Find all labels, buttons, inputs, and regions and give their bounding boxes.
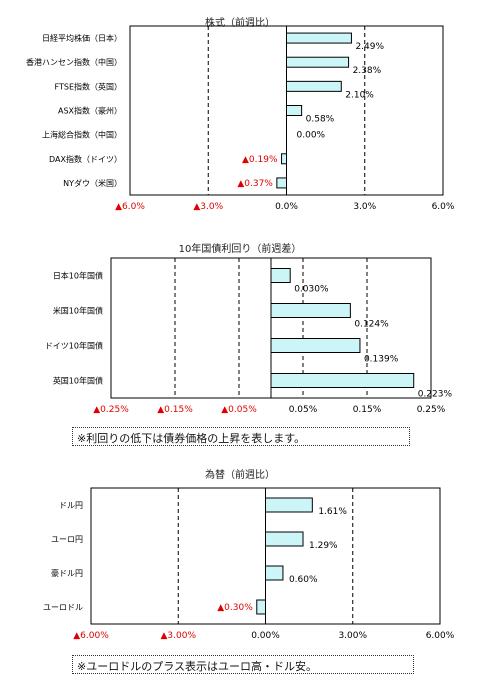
bar bbox=[270, 303, 351, 318]
category-label: 米国10年国債 bbox=[53, 306, 103, 316]
category-label: 香港ハンセン指数（中国） bbox=[26, 57, 122, 67]
bar bbox=[281, 153, 287, 165]
value-label: 2.38% bbox=[353, 66, 382, 76]
value-label: ▲0.19% bbox=[242, 155, 278, 165]
value-label: 2.10% bbox=[345, 90, 374, 100]
bar bbox=[286, 56, 350, 68]
equity-chart: 株式（前週比） ▲6.0% ▲3.0% 0.0% 3.0% 6.0% 日経平均株価（日本）… bbox=[0, 0, 480, 225]
bar bbox=[270, 373, 415, 388]
tick-label: 6.00% bbox=[426, 631, 455, 641]
chart-title: 10年国債利回り（前週差） bbox=[178, 244, 302, 255]
category-label: ドイツ10年国債 bbox=[45, 341, 103, 351]
equity-plot: ▲6.0% ▲3.0% 0.0% 3.0% 6.0% 日経平均株価（日本） 2.49% 香港ハ… bbox=[26, 25, 455, 212]
fx-plot: ▲6.00% ▲3.00% 0.00% 3.00% 6.00% ドル円 1.61% ユーロ円 1… bbox=[43, 487, 455, 641]
bond-yield-plot: ▲0.25% ▲0.15% ▲0.05% 0.05% 0.15% 0.25% 日本10年国債… bbox=[45, 257, 453, 415]
category-label: 日本10年国債 bbox=[53, 271, 103, 281]
tick-label: 0.15% bbox=[353, 405, 382, 415]
value-label: 0.60% bbox=[289, 575, 318, 585]
tick-label: ▲3.00% bbox=[160, 631, 196, 641]
bar bbox=[265, 497, 313, 513]
tick-label: ▲0.15% bbox=[157, 405, 193, 415]
value-label: 0.00% bbox=[297, 131, 326, 141]
value-label: 0.030% bbox=[294, 285, 329, 295]
value-label: 2.49% bbox=[355, 42, 384, 52]
value-label: ▲0.37% bbox=[237, 179, 273, 189]
tick-label: ▲6.00% bbox=[73, 631, 109, 641]
tick-label: 0.25% bbox=[417, 405, 446, 415]
bar bbox=[265, 531, 304, 547]
chart-title: 株式（前週比） bbox=[205, 18, 275, 29]
value-label: 0.223% bbox=[418, 390, 453, 400]
tick-label: ▲3.0% bbox=[193, 202, 223, 212]
bar bbox=[265, 565, 284, 581]
tick-label: ▲0.25% bbox=[93, 405, 129, 415]
fx-note: ※ユーロドルのプラス表示はユーロ高・ドル安。 bbox=[72, 655, 414, 674]
bar bbox=[286, 105, 303, 116]
bond-note: ※利回りの低下は債券価格の上昇を表します。 bbox=[72, 427, 410, 446]
bar bbox=[270, 268, 291, 283]
tick-label: 0.00% bbox=[251, 631, 280, 641]
chart-title: 為替（前週比） bbox=[205, 470, 275, 481]
tick-label: ▲0.05% bbox=[221, 405, 257, 415]
category-label: ASX指数（豪州） bbox=[58, 106, 122, 116]
value-label: 1.29% bbox=[309, 541, 338, 551]
tick-label: ▲6.0% bbox=[115, 202, 145, 212]
bar bbox=[286, 32, 352, 44]
category-label: 上海総合指数（中国） bbox=[42, 130, 122, 140]
bar bbox=[286, 80, 342, 92]
tick-label: 0.0% bbox=[275, 202, 298, 212]
value-label: 1.61% bbox=[318, 507, 347, 517]
category-label: NYダウ（米国） bbox=[63, 178, 122, 188]
category-label: DAX指数（ドイツ） bbox=[49, 154, 122, 164]
category-label: 豪ドル円 bbox=[51, 568, 83, 578]
value-label: 0.58% bbox=[306, 115, 335, 125]
tick-label: 0.05% bbox=[289, 405, 318, 415]
tick-label: 3.0% bbox=[353, 202, 376, 212]
value-label: ▲0.30% bbox=[217, 603, 253, 613]
category-label: 英国10年国債 bbox=[53, 376, 103, 386]
bar bbox=[276, 177, 287, 189]
value-label: 0.139% bbox=[364, 355, 399, 365]
category-label: FTSE指数（英国） bbox=[55, 81, 122, 91]
tick-label: 3.00% bbox=[338, 631, 367, 641]
tick-label: 6.0% bbox=[432, 202, 455, 212]
category-label: 日経平均株価（日本） bbox=[42, 33, 122, 43]
category-label: ユーロ円 bbox=[51, 535, 83, 544]
bar bbox=[270, 338, 361, 353]
bar bbox=[256, 599, 266, 615]
bond-yield-chart: 10年国債利回り（前週差） ▲0.25% ▲0.15% ▲0.05% 0.05% 0.1… bbox=[0, 230, 480, 460]
category-label: ユーロドル bbox=[43, 603, 83, 612]
category-label: ドル円 bbox=[59, 501, 83, 510]
fx-chart: 為替（前週比） ▲6.00% ▲3.00% 0.00% 3.00% 6.00% ドル円 1.… bbox=[0, 460, 480, 683]
value-label: 0.124% bbox=[354, 320, 389, 330]
